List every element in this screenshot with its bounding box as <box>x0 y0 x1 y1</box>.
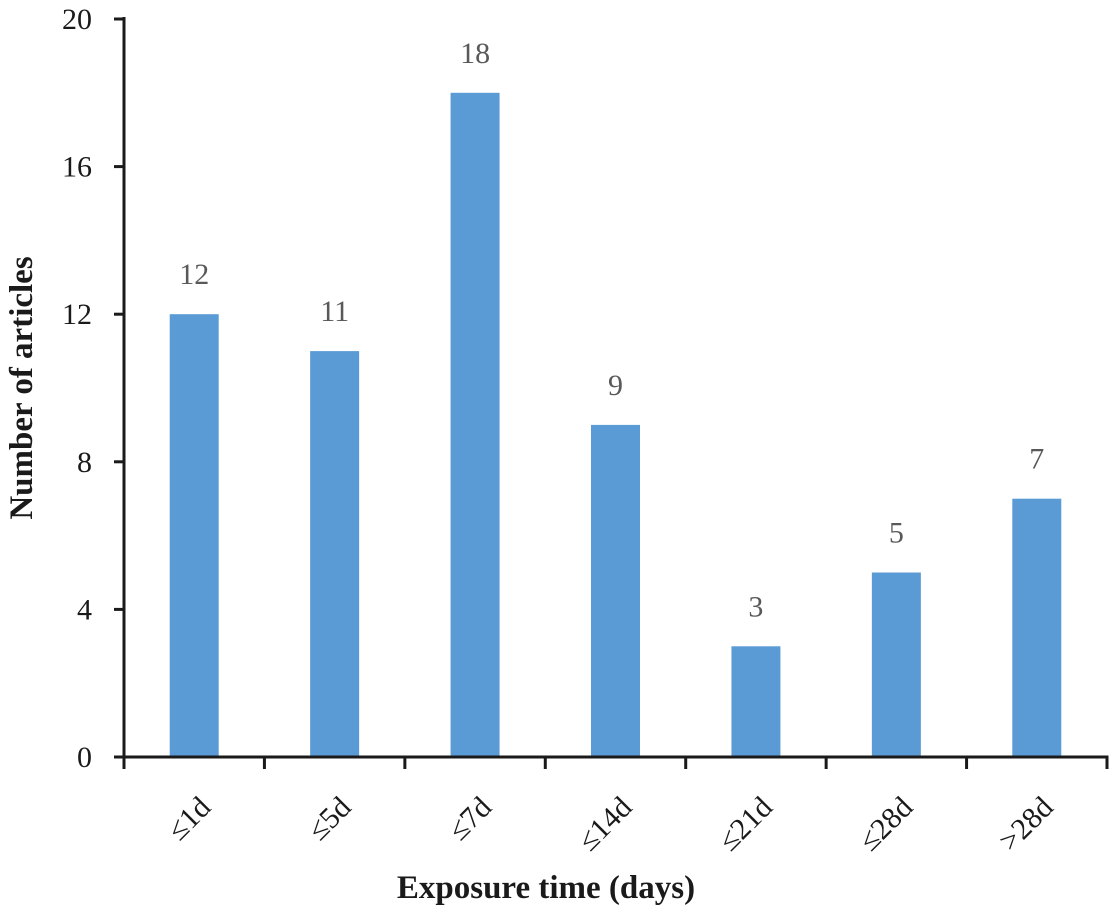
y-axis-title: Number of articles <box>4 256 40 519</box>
category-label: ≤28d <box>853 791 920 858</box>
y-tick-label: 20 <box>62 3 92 36</box>
category-label: ≤5d <box>301 791 357 847</box>
bar <box>169 314 219 757</box>
category-label: >28d <box>993 791 1060 858</box>
category-label: ≤1d <box>161 791 217 847</box>
y-tick-label: 16 <box>62 151 92 184</box>
data-label: 5 <box>889 517 904 550</box>
data-label: 9 <box>608 369 623 402</box>
y-axis: 0 4 8 12 16 20 <box>62 3 126 774</box>
y-tick-label: 0 <box>77 741 92 774</box>
y-tick-label: 4 <box>77 593 92 626</box>
category-label: ≤21d <box>712 791 779 858</box>
category-label: ≤14d <box>572 791 639 858</box>
bar <box>1012 498 1062 757</box>
x-axis <box>114 755 1109 769</box>
category-labels-group: ≤1d ≤5d ≤7d ≤14d ≤21d ≤28d >28d <box>161 791 1060 858</box>
y-tick-label: 8 <box>77 446 92 479</box>
bar <box>591 424 640 757</box>
category-label: ≤7d <box>442 791 498 847</box>
data-label: 3 <box>748 590 763 623</box>
data-labels-group: 12 11 18 9 3 5 7 <box>179 37 1044 623</box>
data-label: 7 <box>1029 443 1044 476</box>
x-axis-title: Exposure time (days) <box>397 870 695 906</box>
bar <box>450 92 500 758</box>
data-label: 12 <box>179 258 209 291</box>
data-label: 11 <box>320 295 349 328</box>
data-label: 18 <box>460 37 490 70</box>
bar <box>871 572 921 757</box>
y-tick-label: 12 <box>62 298 92 331</box>
bar <box>310 351 360 757</box>
bar <box>731 646 781 757</box>
bars-group <box>169 92 1062 758</box>
